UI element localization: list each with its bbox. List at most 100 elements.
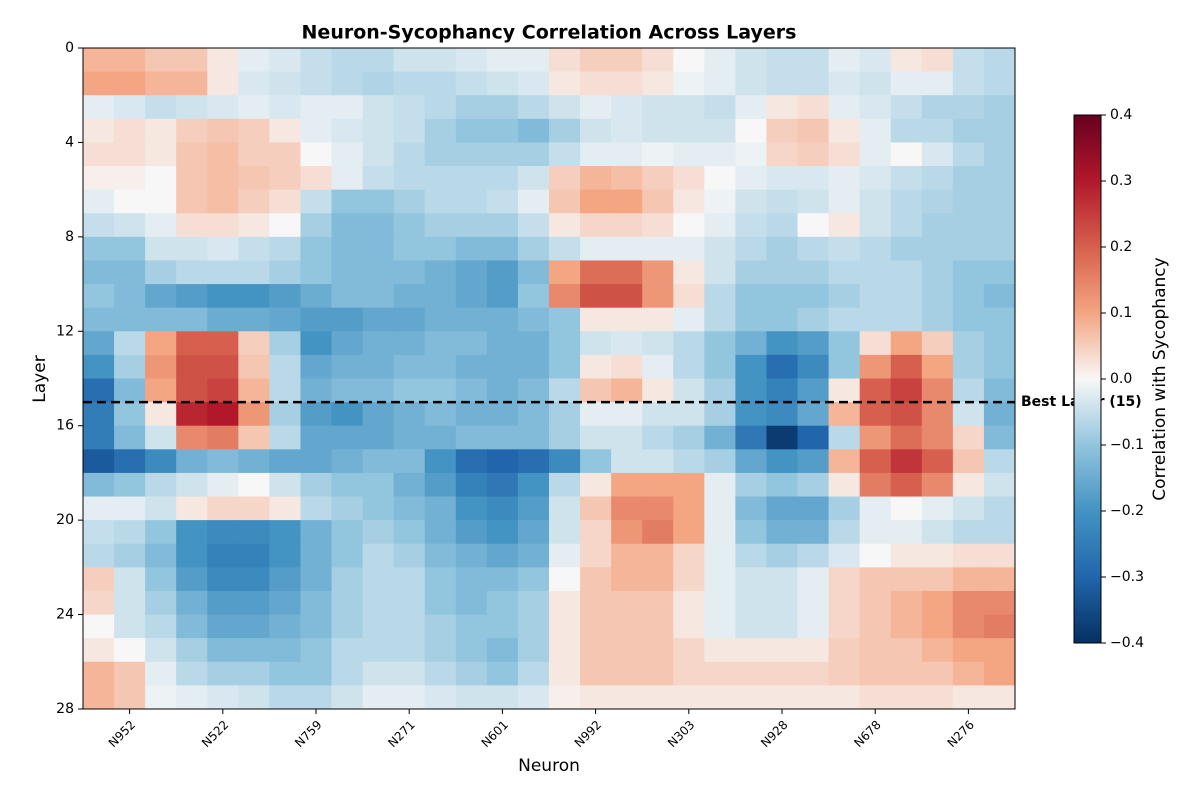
colorbar-tick-label: −0.3 <box>1110 569 1144 585</box>
heatmap-cell <box>486 638 519 663</box>
heatmap-cell <box>114 449 146 474</box>
heatmap-cell <box>890 95 923 120</box>
heatmap-cell <box>766 95 799 120</box>
heatmap-cell <box>580 331 612 356</box>
heatmap-cell <box>797 48 830 73</box>
heatmap-cell <box>176 449 208 474</box>
heatmap-cell <box>735 472 767 498</box>
heatmap-cell <box>83 402 115 427</box>
heatmap-cell <box>921 260 954 285</box>
heatmap-cell <box>828 590 861 616</box>
heatmap-cell <box>766 331 799 356</box>
heatmap-cell <box>611 236 643 261</box>
heatmap-cell <box>517 260 550 285</box>
heatmap-cell <box>269 48 301 73</box>
heatmap-cell <box>611 142 643 167</box>
heatmap-cell <box>269 472 301 498</box>
heatmap-cell <box>704 354 736 379</box>
heatmap-cell <box>83 354 115 379</box>
heatmap-cell <box>983 307 1016 332</box>
heatmap-cell <box>549 307 581 332</box>
heatmap-cell <box>642 95 674 120</box>
heatmap-cell <box>735 590 767 616</box>
heatmap-cell <box>207 166 239 191</box>
heatmap-cell <box>611 166 643 191</box>
heatmap-cell <box>921 638 954 663</box>
heatmap-cell <box>642 685 674 710</box>
heatmap-cell <box>238 614 270 639</box>
heatmap-cell <box>83 260 115 285</box>
heatmap-cell <box>83 95 115 120</box>
heatmap-cell <box>331 166 364 191</box>
colorbar-tick-label: −0.2 <box>1110 503 1144 519</box>
heatmap-cell <box>921 48 954 73</box>
heatmap-cell <box>859 543 892 568</box>
heatmap-cell <box>859 142 892 167</box>
x-tick-label: N601 <box>479 718 511 750</box>
heatmap-cell <box>580 472 612 498</box>
heatmap-cell <box>983 331 1016 356</box>
heatmap-cell <box>735 189 767 214</box>
heatmap-cell <box>952 260 985 285</box>
heatmap-cell <box>952 166 985 191</box>
heatmap-cell <box>300 307 333 332</box>
heatmap-cell <box>238 567 270 592</box>
heatmap-cell <box>114 48 146 73</box>
heatmap-cell <box>673 638 705 663</box>
heatmap-cell <box>921 449 954 474</box>
heatmap-cell <box>859 284 892 309</box>
heatmap-cell <box>424 590 457 616</box>
heatmap-cell <box>207 71 239 96</box>
heatmap-cell <box>176 543 208 568</box>
heatmap-cell <box>735 520 767 545</box>
heatmap-cell <box>455 567 488 592</box>
heatmap-cell <box>828 213 861 238</box>
heatmap-cell <box>704 71 736 96</box>
heatmap-cell <box>766 236 799 261</box>
heatmap-cell <box>362 567 395 592</box>
heatmap-cell <box>549 48 581 73</box>
heatmap-cell <box>393 95 426 120</box>
heatmap-cell <box>890 354 923 379</box>
heatmap-cell <box>517 425 550 450</box>
heatmap-cell <box>455 48 488 73</box>
heatmap-cell <box>797 614 830 639</box>
heatmap-cell <box>207 685 239 710</box>
heatmap-cell <box>549 142 581 167</box>
heatmap-cell <box>704 685 736 710</box>
heatmap-cell <box>611 449 643 474</box>
heatmap-cell <box>455 260 488 285</box>
heatmap-cell <box>704 520 736 545</box>
heatmap-cell <box>238 95 270 120</box>
heatmap-cell <box>269 685 301 710</box>
heatmap-cell <box>455 425 488 450</box>
heatmap-cell <box>207 189 239 214</box>
heatmap-cell <box>331 472 364 498</box>
heatmap-cell <box>549 496 581 521</box>
heatmap-cell <box>393 685 426 710</box>
heatmap-cell <box>238 425 270 450</box>
heatmap-cell <box>486 685 519 710</box>
heatmap-cell <box>797 378 830 403</box>
heatmap-cell <box>983 472 1016 498</box>
heatmap-cell <box>83 425 115 450</box>
heatmap-cell <box>890 661 923 686</box>
heatmap-cell <box>580 590 612 616</box>
heatmap-cell <box>766 189 799 214</box>
heatmap-cell <box>983 685 1016 710</box>
colorbar-tick-label: −0.1 <box>1110 437 1144 453</box>
heatmap-cell <box>766 496 799 521</box>
heatmap-cell <box>145 307 177 332</box>
heatmap-cell <box>83 166 115 191</box>
heatmap-cell <box>766 685 799 710</box>
heatmap-cell <box>828 307 861 332</box>
y-tick-label: 4 <box>65 134 74 150</box>
heatmap-cell <box>952 213 985 238</box>
heatmap-cell <box>673 354 705 379</box>
heatmap-cell <box>300 331 333 356</box>
heatmap-cell <box>424 142 457 167</box>
heatmap-cell <box>176 661 208 686</box>
heatmap-cell <box>517 48 550 73</box>
heatmap-cell <box>735 260 767 285</box>
heatmap-cell <box>580 520 612 545</box>
